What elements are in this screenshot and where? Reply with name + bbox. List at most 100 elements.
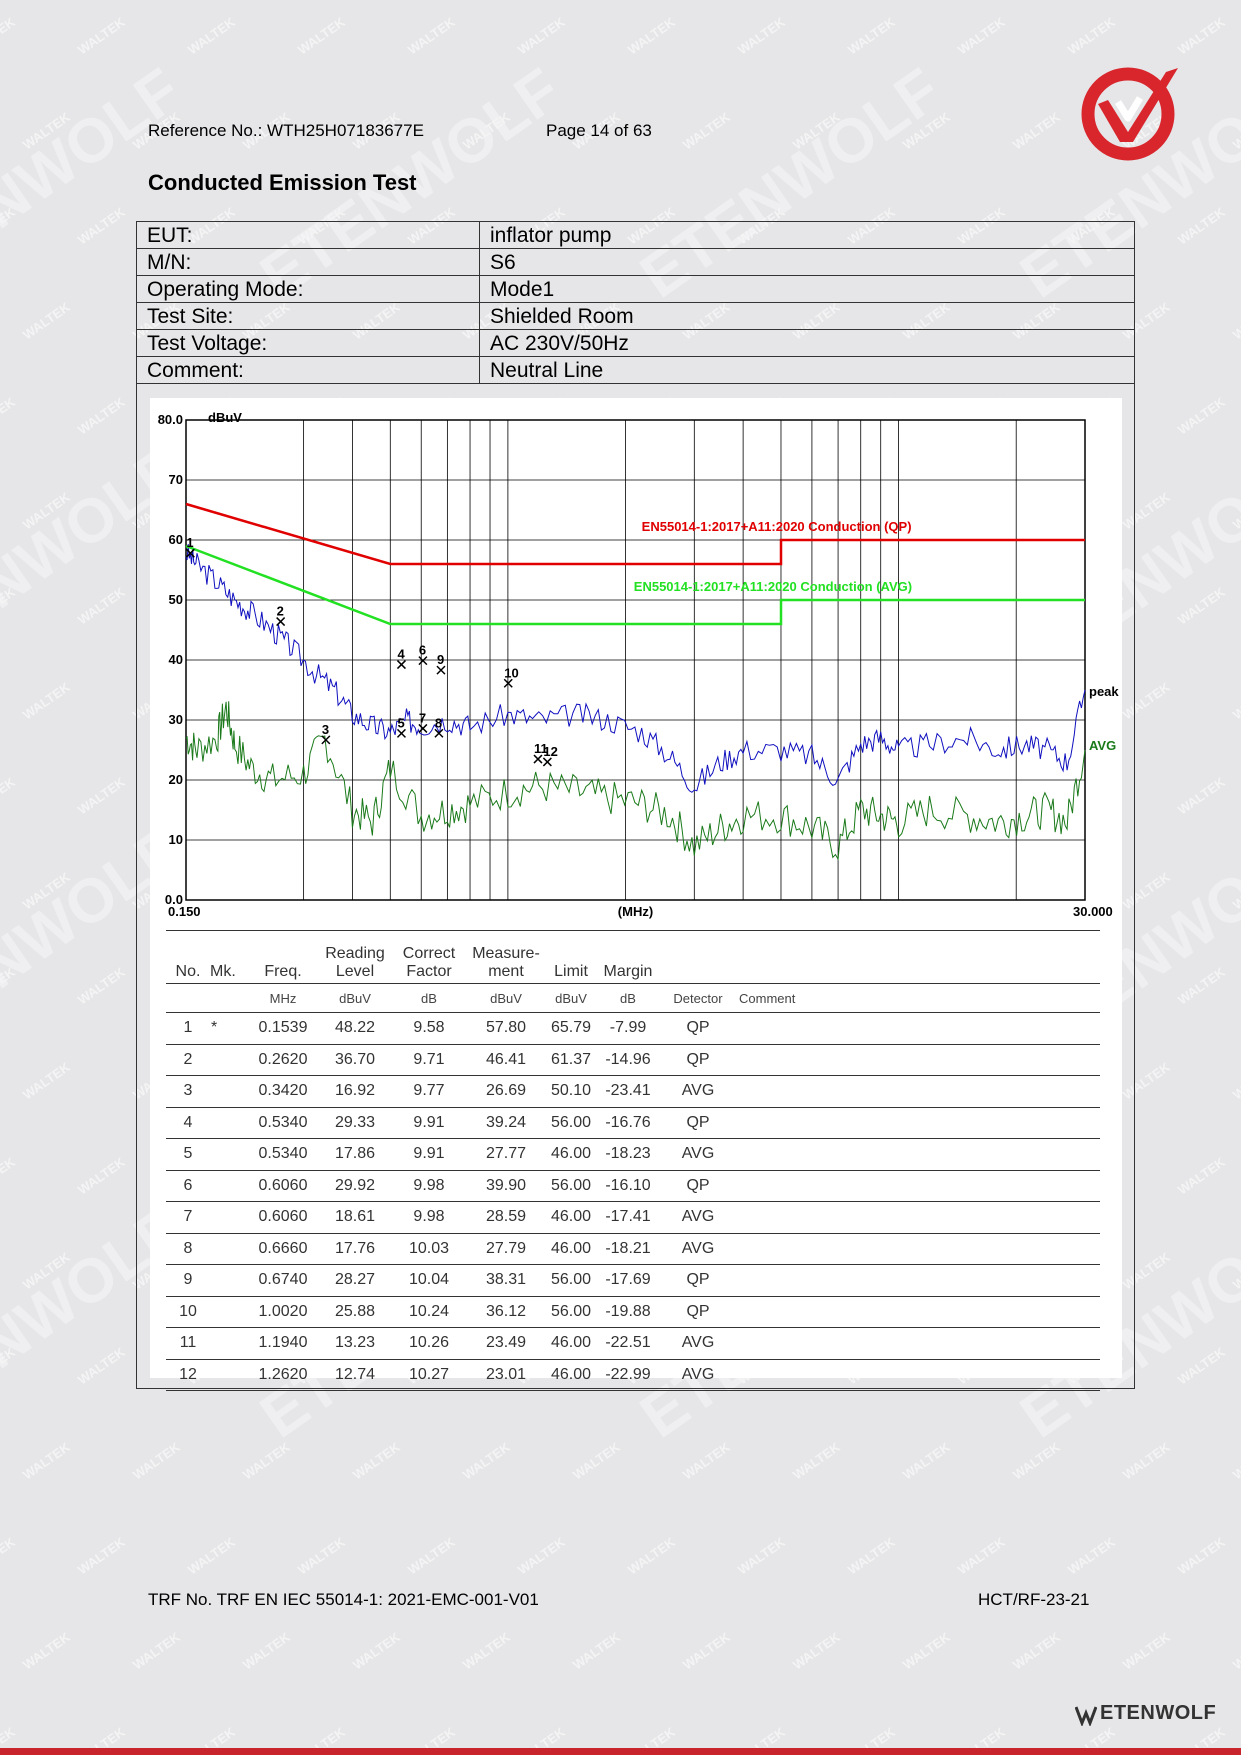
watermark-text: WALTEK: [0, 774, 18, 818]
watermark-text: WALTEK: [1175, 774, 1228, 818]
table-cell: 27.77: [468, 1138, 544, 1171]
table-row: 1 * 0.1539 48.22 9.58 57.80 65.79 -7.99 QP: [166, 1012, 1100, 1045]
col-mk: Mk.: [210, 930, 246, 984]
marker-cross: [533, 754, 543, 764]
x-axis-label: (MHz): [618, 904, 653, 919]
marker-label: 4: [397, 647, 405, 662]
y-axis-unit: dBuV: [208, 410, 242, 425]
y-tick-label: 50: [169, 592, 183, 607]
unit-cell: dB: [598, 983, 658, 1013]
info-label: Comment:: [136, 356, 480, 384]
table-cell: -18.23: [598, 1138, 658, 1171]
watermark-text: WALTEK: [20, 109, 73, 153]
watermark-text: WALTEK: [845, 1534, 898, 1578]
marker-label: 8: [435, 715, 442, 730]
table-cell: 0.3420: [246, 1075, 320, 1108]
watermark-text: WALTEK: [460, 109, 513, 153]
watermark-text: WALTEK: [75, 774, 128, 818]
unit-cell: [166, 983, 210, 1013]
unit-cell: dBuV: [544, 983, 598, 1013]
table-cell: [210, 1170, 246, 1202]
table-cell: 1.2620: [246, 1359, 320, 1391]
table-cell: 9.58: [390, 1012, 468, 1045]
watermark-text: WALTEK: [1230, 1249, 1241, 1293]
marker-label: 2: [277, 604, 284, 619]
unit-cell: Detector: [658, 983, 738, 1013]
info-row: Comment: Neutral Line: [136, 356, 1135, 384]
watermark-text: WALTEK: [75, 1154, 128, 1198]
table-cell: -19.88: [598, 1296, 658, 1328]
marker-label: 5: [397, 715, 404, 730]
table-cell: 29.92: [320, 1170, 390, 1202]
table-cell: 10.26: [390, 1327, 468, 1360]
watermark-text: WALTEK: [240, 1439, 293, 1483]
unit-cell: dBuV: [320, 983, 390, 1013]
table-row: 7 0.6060 18.61 9.98 28.59 46.00 -17.41 AVG: [166, 1201, 1100, 1234]
table-cell: 36.12: [468, 1296, 544, 1328]
info-value: AC 230V/50Hz: [479, 329, 1135, 357]
watermark-text: WALTEK: [295, 1534, 348, 1578]
watermark-text: WALTEK: [515, 14, 568, 58]
watermark-text: WALTEK: [1120, 1439, 1173, 1483]
col-correct: Correct Factor: [390, 930, 468, 984]
info-label: Test Voltage:: [136, 329, 480, 357]
table-cell: [210, 1044, 246, 1076]
marker-cross: [503, 678, 513, 688]
table-cell: -16.76: [598, 1107, 658, 1139]
table-row: 5 0.5340 17.86 9.91 27.77 46.00 -18.23 AVG: [166, 1138, 1100, 1171]
table-cell: 39.24: [468, 1107, 544, 1139]
watermark-text: WALTEK: [625, 14, 678, 58]
table-cell: 0.6060: [246, 1170, 320, 1202]
watermark-text: WALTEK: [130, 1439, 183, 1483]
table-cell: 17.76: [320, 1233, 390, 1265]
watermark-text: WALTEK: [75, 14, 128, 58]
page-number: Page 14 of 63: [546, 121, 652, 140]
marker-cross: [436, 665, 446, 675]
table-cell: [210, 1233, 246, 1265]
table-cell: 50.10: [544, 1075, 598, 1108]
y-tick-label: 80.0: [158, 412, 183, 427]
table-cell: 7: [166, 1201, 210, 1234]
watermark-text: WALTEK: [625, 1534, 678, 1578]
info-row: Test Voltage: AC 230V/50Hz: [136, 329, 1135, 357]
watermark-text: WALTEK: [900, 1629, 953, 1673]
table-row: 8 0.6660 17.76 10.03 27.79 46.00 -18.21 AVG: [166, 1233, 1100, 1265]
table-cell: -17.41: [598, 1201, 658, 1234]
table-cell: 57.80: [468, 1012, 544, 1045]
table-cell: 26.69: [468, 1075, 544, 1108]
watermark-text: WALTEK: [1230, 869, 1241, 913]
table-cell: 56.00: [544, 1264, 598, 1297]
marker-label: 12: [543, 744, 557, 759]
footer-brand: ETENWOLF: [1100, 1702, 1217, 1724]
col-no: No.: [166, 930, 210, 984]
table-row: 12 1.2620 12.74 10.27 23.01 46.00 -22.99 AVG: [166, 1359, 1100, 1391]
table-cell: 28.59: [468, 1201, 544, 1234]
table-cell: -23.41: [598, 1075, 658, 1108]
watermark-text: WALTEK: [405, 14, 458, 58]
table-cell: AVG: [658, 1233, 738, 1265]
table-cell: [738, 1296, 1100, 1328]
watermark-text: WALTEK: [0, 1534, 18, 1578]
watermark-text: WALTEK: [75, 964, 128, 1008]
col-freq: Freq.: [246, 930, 320, 984]
results-header-row: No. Mk. Freq. Reading Level Correct Fact…: [166, 930, 1100, 984]
table-cell: 8: [166, 1233, 210, 1265]
table-cell: [738, 1107, 1100, 1139]
watermark-text: WALTEK: [1230, 1439, 1241, 1483]
table-cell: [738, 1233, 1100, 1265]
results-table: No. Mk. Freq. Reading Level Correct Fact…: [166, 930, 1100, 1391]
table-cell: 0.5340: [246, 1138, 320, 1171]
qp-limit-label: EN55014-1:2017+A11:2020 Conduction (QP): [642, 519, 912, 534]
table-row: 6 0.6060 29.92 9.98 39.90 56.00 -16.10 QP: [166, 1170, 1100, 1202]
watermark-text: WALTEK: [1175, 1154, 1228, 1198]
watermark-text: WALTEK: [1120, 1629, 1173, 1673]
info-value: Mode1: [479, 275, 1135, 303]
table-cell: 36.70: [320, 1044, 390, 1076]
table-cell: [738, 1075, 1100, 1108]
watermark-text: WALTEK: [75, 1344, 128, 1388]
table-cell: 1.0020: [246, 1296, 320, 1328]
table-cell: 0.2620: [246, 1044, 320, 1076]
marker-cross: [321, 735, 331, 745]
watermark-text: WALTEK: [0, 394, 18, 438]
marker-cross: [396, 728, 406, 738]
